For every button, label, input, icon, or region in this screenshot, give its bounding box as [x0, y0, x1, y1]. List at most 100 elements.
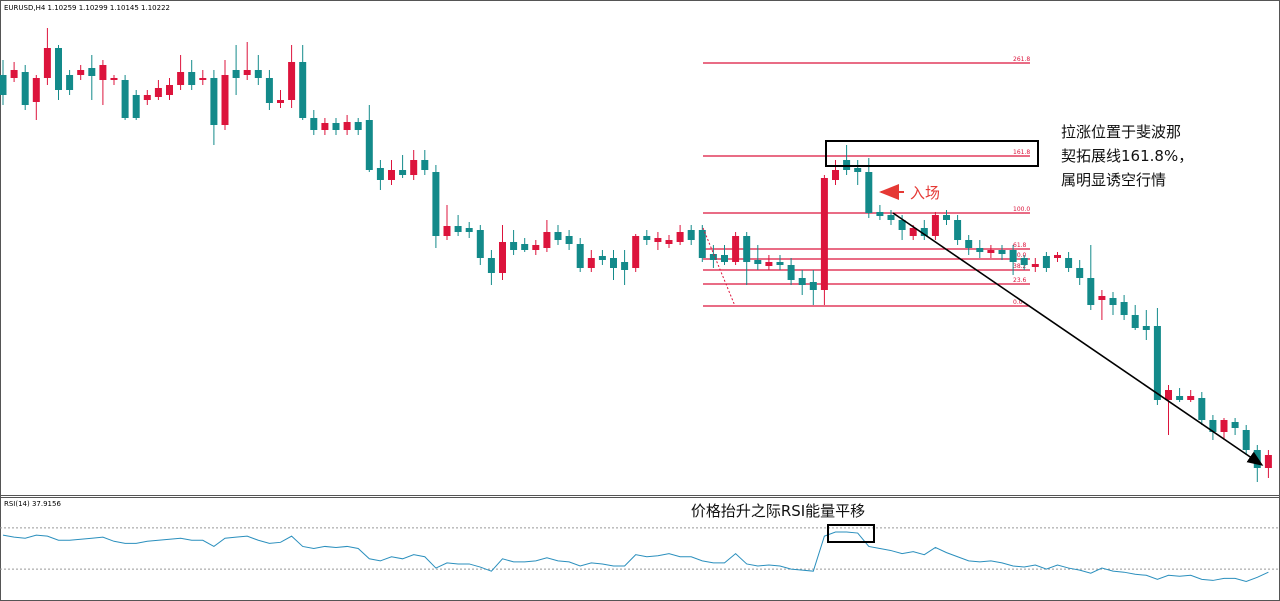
- candle-body: [909, 228, 917, 236]
- candle-body: [499, 242, 506, 273]
- candle-body: [265, 78, 273, 103]
- candle-body: [876, 212, 884, 216]
- entry-label: 入场: [910, 184, 940, 202]
- candle-body: [1076, 268, 1084, 278]
- candle-body: [776, 262, 784, 265]
- candle-body: [898, 220, 906, 230]
- candle-body: [1098, 296, 1106, 300]
- candle-body: [1264, 455, 1272, 468]
- rsi-line: [2, 531, 1269, 582]
- candle-body: [1031, 264, 1039, 267]
- candle-body: [743, 236, 751, 262]
- candle-body: [532, 245, 540, 250]
- candle-body: [421, 160, 429, 170]
- annotation: 契拓展线161.8%，: [1061, 147, 1193, 165]
- candle-body: [754, 260, 762, 264]
- candle-body: [188, 72, 196, 85]
- fib-label: 0.0: [1013, 299, 1023, 306]
- candle-body: [1020, 258, 1028, 265]
- candle-body: [998, 250, 1006, 254]
- candle-body: [687, 230, 695, 240]
- candle-body: [0, 75, 7, 95]
- candle-body: [854, 168, 862, 172]
- annotation: 拉涨位置于斐波那: [1061, 123, 1181, 141]
- annotation: 属明显诱空行情: [1061, 171, 1166, 189]
- candle-body: [1131, 315, 1139, 328]
- candle-body: [376, 168, 384, 180]
- fib-label: 38.2: [1013, 263, 1027, 270]
- candle-body: [820, 178, 828, 290]
- candle-body: [920, 228, 928, 236]
- candle-body: [1109, 298, 1117, 305]
- candle-body: [643, 236, 651, 240]
- candle-body: [110, 78, 118, 80]
- candle-body: [166, 85, 173, 95]
- candle-body: [66, 75, 74, 90]
- candle-body: [1220, 420, 1228, 432]
- trend-arrow: [892, 212, 1264, 466]
- candle-body: [943, 215, 950, 220]
- candle-body: [1242, 430, 1250, 450]
- candle-body: [465, 228, 473, 232]
- candle-body: [77, 70, 85, 75]
- candle-body: [965, 240, 973, 248]
- candle-body: [610, 258, 617, 268]
- candle-body: [210, 78, 218, 125]
- candle-body: [887, 215, 895, 220]
- candle-body: [621, 262, 629, 270]
- fib-label: 50.0: [1013, 252, 1027, 259]
- candle-body: [243, 70, 251, 75]
- candle-body: [565, 236, 573, 244]
- candle-body: [410, 160, 418, 175]
- fib-label: 61.8: [1013, 242, 1027, 249]
- candle-body: [721, 255, 728, 262]
- candle-body: [32, 78, 40, 102]
- candle-body: [232, 70, 240, 78]
- candle-body: [199, 78, 207, 80]
- candle-body: [1209, 420, 1217, 432]
- candle-body: [1142, 326, 1150, 330]
- candle-body: [576, 244, 584, 268]
- rsi-annotation: 价格抬升之际RSI能量平移: [691, 502, 865, 520]
- candle-body: [654, 238, 662, 242]
- candle-body: [665, 240, 673, 244]
- candle-body: [676, 232, 684, 242]
- candle-body: [510, 242, 518, 250]
- candle-body: [354, 122, 362, 130]
- candle-body: [1153, 326, 1161, 400]
- highlight-box: [825, 140, 1039, 167]
- candle-body: [1187, 396, 1195, 400]
- rsi-panel: [0, 527, 1280, 582]
- candle-body: [254, 70, 262, 78]
- candle-body: [543, 232, 551, 248]
- candle-body: [709, 254, 717, 260]
- candle-body: [10, 70, 18, 78]
- candle-body: [554, 232, 562, 240]
- candle-body: [432, 172, 440, 236]
- candle-body: [143, 95, 151, 100]
- candle-body: [1054, 255, 1061, 258]
- rsi-title: RSI(14) 37.9156: [4, 500, 61, 508]
- candle-body: [1165, 390, 1172, 400]
- candle-body: [987, 250, 995, 253]
- candle-body: [399, 170, 407, 175]
- candle-body: [43, 48, 51, 78]
- candle-body: [388, 170, 395, 180]
- candle-body: [132, 95, 140, 118]
- fib-label: 261.8: [1013, 56, 1030, 63]
- candle-body: [787, 265, 795, 280]
- candle-body: [443, 226, 451, 236]
- candle-body: [1065, 258, 1073, 268]
- candle-body: [88, 68, 96, 76]
- candle-body: [1253, 450, 1261, 468]
- fib-label: 100.0: [1013, 206, 1030, 213]
- candle-body: [177, 72, 185, 85]
- candle-body: [221, 75, 229, 125]
- candle-body: [954, 220, 962, 240]
- candle-body: [332, 123, 340, 130]
- candle-body: [1198, 398, 1206, 420]
- candle-body: [1231, 422, 1239, 428]
- candle-body: [365, 120, 373, 170]
- candle-body: [931, 215, 939, 236]
